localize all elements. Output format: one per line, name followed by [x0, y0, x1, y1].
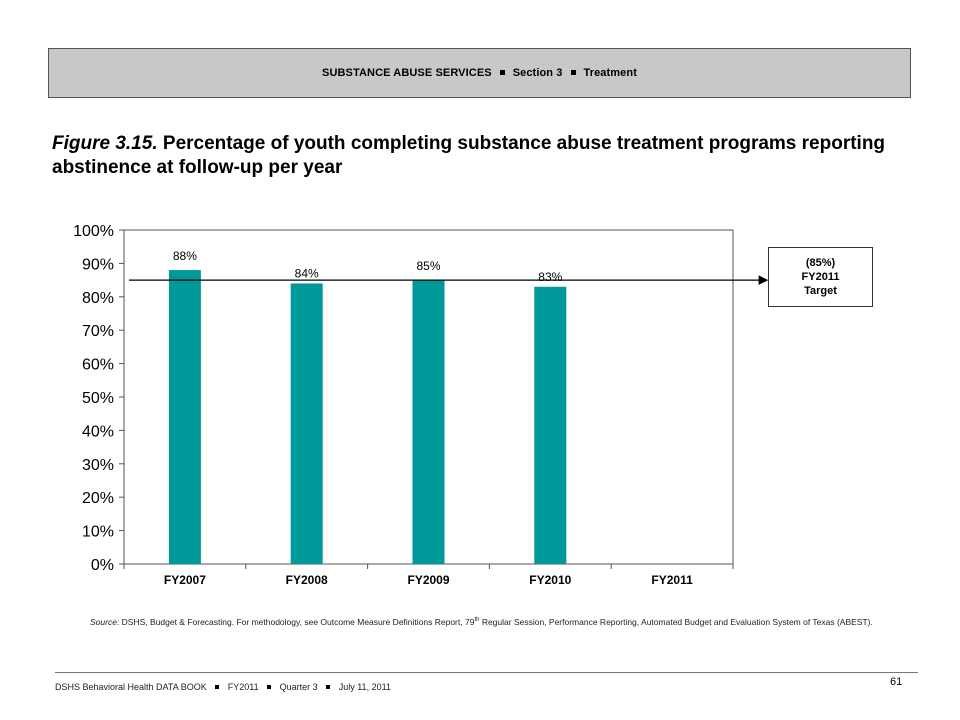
header-part: Section 3: [512, 67, 563, 79]
footer-quarter: Quarter 3: [279, 682, 318, 692]
bar: [290, 283, 323, 564]
x-tick-label: FY2007: [164, 573, 206, 587]
footer-year: FY2011: [227, 682, 259, 692]
y-tick-label: 10%: [82, 524, 114, 541]
target-value: (85%): [805, 257, 836, 269]
y-tick-label: 60%: [82, 357, 114, 374]
source-text-2: Regular Session, Performance Reporting, …: [479, 616, 873, 627]
bullet-square-icon: [267, 685, 272, 690]
header-section: SUBSTANCE ABUSE SERVICES: [322, 67, 492, 79]
y-tick-label: 100%: [73, 223, 114, 240]
x-tick-label: FY2009: [407, 573, 449, 587]
y-tick-label: 50%: [82, 390, 114, 407]
source-sup: th: [474, 617, 480, 623]
target-label: Target: [804, 285, 837, 297]
bullet-square-icon: [215, 685, 220, 690]
footer-date: July 11, 2011: [338, 682, 391, 692]
data-label: 83%: [538, 270, 562, 284]
y-tick-label: 70%: [82, 323, 114, 340]
x-tick-label: FY2008: [286, 573, 328, 587]
y-tick-label: 80%: [82, 290, 114, 307]
footer-divider: [55, 672, 918, 673]
data-label: 88%: [173, 249, 197, 263]
bullet-square-icon: [570, 70, 576, 75]
y-tick-label: 0%: [91, 557, 114, 574]
y-tick-label: 40%: [82, 423, 114, 440]
source-label: Source: [90, 616, 117, 627]
figure-title-text: Percentage of youth completing substance…: [52, 133, 886, 178]
y-tick-label: 20%: [82, 490, 114, 507]
x-tick-label: FY2010: [529, 573, 571, 587]
x-tick-label: FY2011: [651, 573, 693, 587]
data-label: 85%: [416, 259, 440, 273]
footer-book: DSHS Behavioral Health DATA BOOK: [55, 682, 207, 692]
bar: [168, 270, 201, 564]
section-header: SUBSTANCE ABUSE SERVICES Section 3 Treat…: [48, 48, 911, 98]
y-tick-label: 90%: [82, 256, 114, 273]
figure-number: Figure 3.15.: [52, 133, 158, 154]
data-label: 84%: [295, 266, 319, 280]
header-topic: Treatment: [583, 67, 637, 79]
target-year: FY2011: [801, 271, 840, 283]
figure-title: Figure 3.15. Percentage of youth complet…: [52, 132, 912, 180]
bullet-square-icon: [326, 685, 331, 690]
target-callout: (85%) FY2011 Target: [768, 247, 873, 307]
page-number: 61: [890, 676, 903, 688]
source-text: : DSHS, Budget & Forecasting. For method…: [116, 616, 475, 627]
source-note: Source: DSHS, Budget & Forecasting. For …: [90, 614, 890, 628]
y-tick-label: 30%: [82, 457, 114, 474]
footer: DSHS Behavioral Health DATA BOOK FY2011 …: [55, 682, 391, 692]
bar: [412, 280, 445, 564]
bar: [534, 286, 567, 564]
bullet-square-icon: [499, 70, 505, 75]
